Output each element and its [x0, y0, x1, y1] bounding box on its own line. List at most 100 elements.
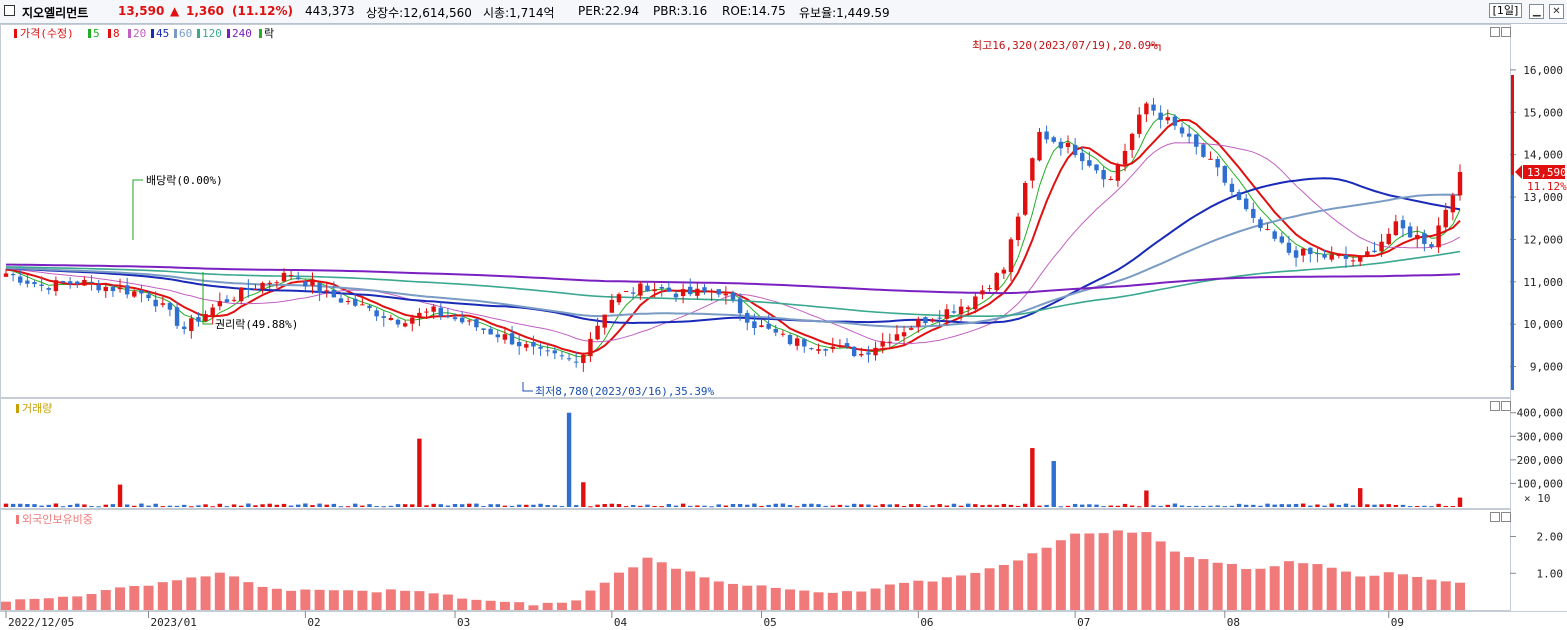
volume-bar[interactable]: [716, 504, 721, 507]
candle-body[interactable]: [53, 280, 59, 292]
volume-bar[interactable]: [189, 506, 194, 508]
candle-body[interactable]: [1001, 269, 1007, 274]
candle-body[interactable]: [1172, 116, 1178, 126]
candle-body[interactable]: [809, 348, 814, 350]
candle-body[interactable]: [132, 291, 137, 297]
candle-body[interactable]: [374, 310, 379, 317]
candle-body[interactable]: [367, 305, 372, 309]
volume-bar[interactable]: [196, 505, 201, 507]
candle-body[interactable]: [965, 307, 971, 310]
candle-body[interactable]: [851, 346, 857, 357]
volume-bar[interactable]: [402, 504, 408, 507]
volume-bar[interactable]: [602, 503, 607, 507]
candle-body[interactable]: [688, 286, 693, 295]
volume-bar[interactable]: [395, 504, 401, 507]
foreign-holding-bar[interactable]: [86, 594, 97, 610]
candle-body[interactable]: [1436, 225, 1441, 248]
volume-bar[interactable]: [445, 505, 451, 507]
volume-bar[interactable]: [659, 506, 664, 508]
volume-bar[interactable]: [688, 505, 693, 507]
volume-bar[interactable]: [673, 505, 679, 507]
foreign-holding-bar[interactable]: [842, 591, 853, 610]
foreign-holding-bar[interactable]: [129, 586, 140, 610]
candle-body[interactable]: [253, 288, 258, 290]
volume-bar[interactable]: [1229, 505, 1235, 507]
candle-body[interactable]: [1251, 208, 1256, 218]
foreign-holding-bar[interactable]: [1155, 541, 1166, 610]
foreign-holding-bar[interactable]: [400, 590, 411, 610]
candle-body[interactable]: [146, 294, 151, 299]
foreign-holding-bar[interactable]: [1369, 575, 1380, 610]
volume-bar[interactable]: [894, 504, 900, 507]
foreign-holding-bar[interactable]: [1, 601, 11, 610]
volume-bar[interactable]: [844, 505, 850, 507]
candle-body[interactable]: [1065, 142, 1071, 147]
volume-bar[interactable]: [1037, 505, 1042, 507]
foreign-holding-bar[interactable]: [927, 581, 938, 610]
volume-bar[interactable]: [1236, 503, 1242, 507]
volume-panel-close-icon[interactable]: [1501, 401, 1511, 411]
foreign-holding-bar[interactable]: [1098, 533, 1109, 610]
foreign-holding-bar[interactable]: [229, 576, 240, 610]
volume-bar[interactable]: [424, 505, 429, 507]
candle-body[interactable]: [887, 341, 893, 343]
foreign-holding-bar[interactable]: [1084, 533, 1095, 610]
foreign-holding-bar[interactable]: [328, 590, 339, 610]
volume-bar[interactable]: [231, 504, 237, 507]
candle-body[interactable]: [930, 319, 935, 322]
foreign-holding-bar[interactable]: [1112, 530, 1123, 610]
foreign-holding-bar[interactable]: [685, 571, 696, 610]
candle-body[interactable]: [1258, 219, 1263, 228]
foreign-holding-bar[interactable]: [1055, 540, 1066, 610]
volume-bar[interactable]: [802, 503, 807, 507]
volume-bar[interactable]: [766, 504, 771, 507]
volume-bar[interactable]: [1144, 490, 1149, 508]
candle-body[interactable]: [1407, 226, 1413, 238]
foreign-holding-bar[interactable]: [300, 589, 311, 610]
volume-bar[interactable]: [516, 504, 522, 507]
candle-body[interactable]: [766, 323, 771, 329]
volume-bar[interactable]: [1436, 503, 1441, 507]
volume-bar[interactable]: [1336, 504, 1342, 507]
volume-bar[interactable]: [139, 503, 144, 507]
foreign-holding-bar[interactable]: [514, 602, 525, 610]
volume-bar[interactable]: [1080, 504, 1085, 507]
volume-bar[interactable]: [837, 504, 843, 507]
candle-body[interactable]: [916, 319, 921, 327]
volume-bar[interactable]: [524, 504, 529, 507]
volume-bar[interactable]: [566, 412, 572, 507]
candle-body[interactable]: [844, 343, 850, 347]
volume-bar[interactable]: [908, 504, 914, 507]
volume-bar[interactable]: [794, 506, 800, 508]
candle-body[interactable]: [167, 302, 173, 310]
candle-body[interactable]: [488, 328, 493, 335]
candle-body[interactable]: [203, 314, 208, 322]
foreign-holding-bar[interactable]: [642, 557, 653, 610]
candle-body[interactable]: [1236, 192, 1242, 200]
volume-bar[interactable]: [60, 506, 66, 508]
volume-bar[interactable]: [260, 504, 265, 507]
foreign-holding-bar[interactable]: [728, 583, 738, 610]
volume-bar[interactable]: [331, 503, 337, 507]
candle-body[interactable]: [901, 332, 907, 337]
candle-body[interactable]: [588, 338, 593, 357]
volume-bar[interactable]: [103, 504, 108, 507]
candle-body[interactable]: [1008, 239, 1014, 273]
volume-bar[interactable]: [246, 503, 251, 507]
volume-bar[interactable]: [923, 505, 928, 507]
volume-bar[interactable]: [1172, 503, 1178, 507]
volume-bar[interactable]: [994, 505, 999, 507]
volume-bar[interactable]: [965, 503, 971, 507]
foreign-holding-bar[interactable]: [157, 582, 168, 610]
candle-body[interactable]: [3, 273, 9, 277]
candle-body[interactable]: [281, 272, 287, 282]
candle-body[interactable]: [1015, 216, 1021, 241]
volume-bar[interactable]: [588, 506, 593, 508]
volume-bar[interactable]: [1286, 504, 1292, 507]
candle-body[interactable]: [987, 288, 992, 290]
volume-bar[interactable]: [1201, 505, 1206, 507]
candle-body[interactable]: [1037, 131, 1042, 161]
volume-bar[interactable]: [1115, 505, 1121, 507]
candle-body[interactable]: [538, 346, 543, 349]
candle-body[interactable]: [1415, 234, 1420, 240]
